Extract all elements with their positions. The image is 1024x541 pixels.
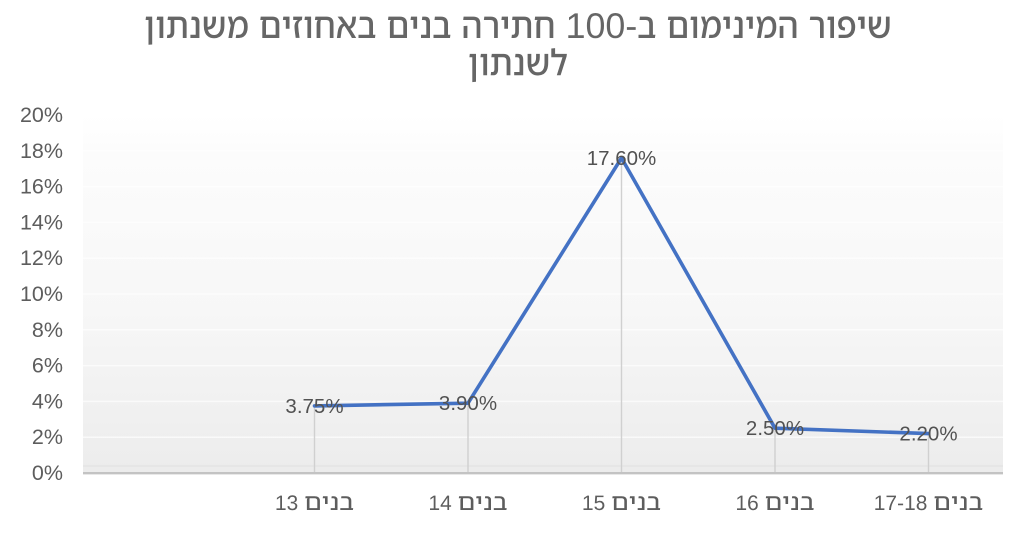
svg-text:17.60%: 17.60% <box>587 147 657 170</box>
svg-text:10%: 10% <box>20 282 63 306</box>
svg-text:4%: 4% <box>32 389 63 413</box>
svg-text:6%: 6% <box>32 354 63 378</box>
svg-text:16%: 16% <box>20 175 63 199</box>
svg-text:14%: 14% <box>20 210 63 234</box>
svg-text:3.90%: 3.90% <box>439 392 497 415</box>
svg-text:2.20%: 2.20% <box>899 423 957 446</box>
svg-text:3.75%: 3.75% <box>285 395 343 418</box>
svg-text:8%: 8% <box>32 318 63 342</box>
svg-text:2.50%: 2.50% <box>746 417 804 440</box>
svg-text:2%: 2% <box>32 425 63 449</box>
svg-text:0%: 0% <box>32 461 63 485</box>
svg-text:18%: 18% <box>20 139 63 163</box>
svg-text:20%: 20% <box>20 103 63 127</box>
svg-text:12%: 12% <box>20 246 63 270</box>
